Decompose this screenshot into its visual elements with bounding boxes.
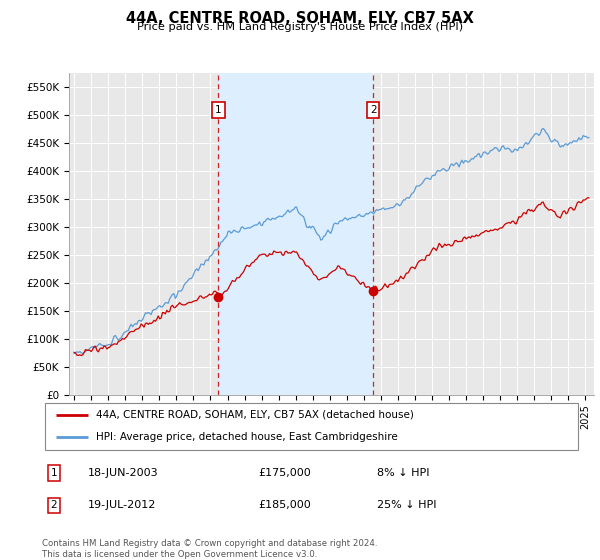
- FancyBboxPatch shape: [45, 403, 578, 450]
- Text: 2: 2: [50, 500, 57, 510]
- Text: Price paid vs. HM Land Registry's House Price Index (HPI): Price paid vs. HM Land Registry's House …: [137, 22, 463, 32]
- Text: Contains HM Land Registry data © Crown copyright and database right 2024.
This d: Contains HM Land Registry data © Crown c…: [42, 539, 377, 559]
- Text: 1: 1: [50, 468, 57, 478]
- Text: 2: 2: [370, 105, 376, 115]
- Text: £185,000: £185,000: [258, 500, 311, 510]
- Text: 44A, CENTRE ROAD, SOHAM, ELY, CB7 5AX (detached house): 44A, CENTRE ROAD, SOHAM, ELY, CB7 5AX (d…: [96, 410, 414, 420]
- Text: 25% ↓ HPI: 25% ↓ HPI: [377, 500, 436, 510]
- Text: £175,000: £175,000: [258, 468, 311, 478]
- Text: 1: 1: [215, 105, 221, 115]
- Text: 18-JUN-2003: 18-JUN-2003: [88, 468, 158, 478]
- Bar: [218, 73, 373, 395]
- Text: HPI: Average price, detached house, East Cambridgeshire: HPI: Average price, detached house, East…: [96, 432, 398, 442]
- Text: 19-JUL-2012: 19-JUL-2012: [88, 500, 156, 510]
- Text: 44A, CENTRE ROAD, SOHAM, ELY, CB7 5AX: 44A, CENTRE ROAD, SOHAM, ELY, CB7 5AX: [126, 11, 474, 26]
- Text: 8% ↓ HPI: 8% ↓ HPI: [377, 468, 430, 478]
